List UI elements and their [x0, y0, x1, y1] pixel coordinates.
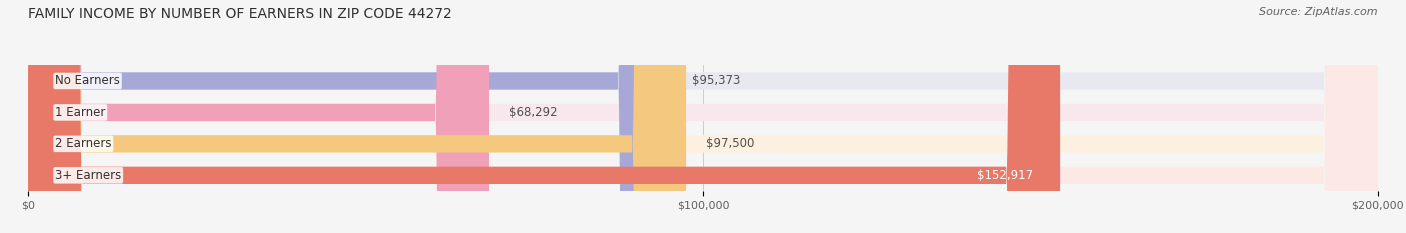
Text: 1 Earner: 1 Earner [55, 106, 105, 119]
FancyBboxPatch shape [28, 0, 1378, 233]
Text: $68,292: $68,292 [509, 106, 558, 119]
FancyBboxPatch shape [28, 0, 686, 233]
Text: FAMILY INCOME BY NUMBER OF EARNERS IN ZIP CODE 44272: FAMILY INCOME BY NUMBER OF EARNERS IN ZI… [28, 7, 451, 21]
Text: Source: ZipAtlas.com: Source: ZipAtlas.com [1260, 7, 1378, 17]
Text: No Earners: No Earners [55, 75, 120, 87]
Text: $97,500: $97,500 [706, 137, 755, 150]
FancyBboxPatch shape [28, 0, 1378, 233]
FancyBboxPatch shape [28, 0, 672, 233]
Text: $152,917: $152,917 [977, 169, 1033, 182]
Text: 3+ Earners: 3+ Earners [55, 169, 121, 182]
FancyBboxPatch shape [28, 0, 1378, 233]
FancyBboxPatch shape [28, 0, 1378, 233]
Text: 2 Earners: 2 Earners [55, 137, 111, 150]
Text: $95,373: $95,373 [692, 75, 741, 87]
FancyBboxPatch shape [28, 0, 489, 233]
FancyBboxPatch shape [28, 0, 1060, 233]
